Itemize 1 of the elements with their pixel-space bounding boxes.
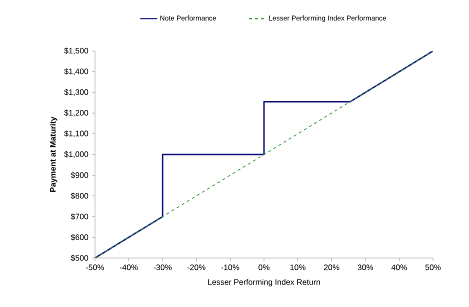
line-series [95,50,433,258]
